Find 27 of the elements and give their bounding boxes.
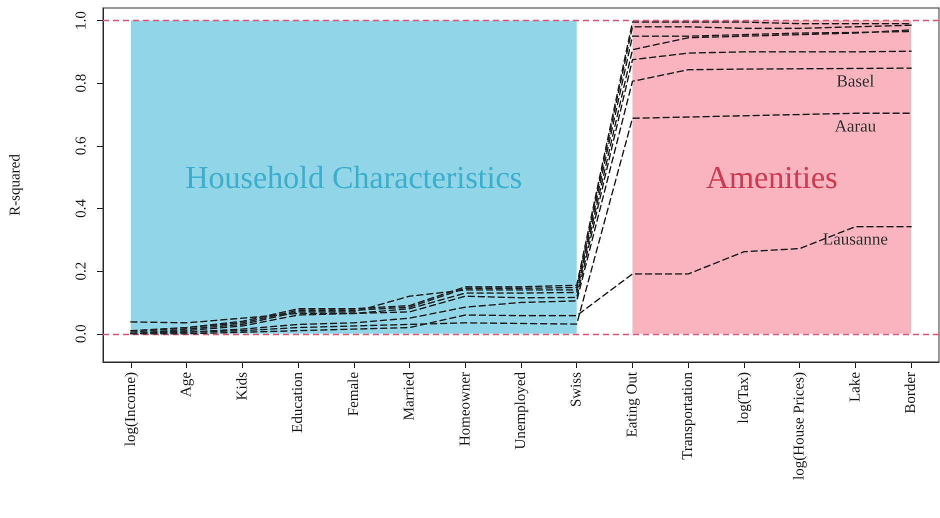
series-label: Lausanne: [822, 230, 888, 249]
x-tick-label: Kids: [234, 372, 250, 400]
y-tick-label: 1.0: [74, 11, 90, 30]
series-label: Aarau: [834, 116, 877, 136]
x-tick-label: Swiss: [568, 372, 585, 408]
x-tick-label: Eating Out: [624, 371, 640, 438]
y-tick-label: 0.2: [74, 262, 90, 281]
y-tick-label: 0.8: [74, 74, 90, 93]
series-label: Basel: [836, 71, 875, 90]
y-tick-label: 0.6: [74, 136, 90, 156]
band-label: Amenities: [706, 159, 838, 196]
y-axis-title: R-squared: [8, 154, 24, 216]
band-label: Household Characteristics: [185, 159, 522, 196]
x-tick-label: Education: [290, 372, 306, 433]
x-tick-label: Female: [346, 372, 362, 416]
y-tick-label: 0.4: [74, 198, 90, 218]
x-tick-label: Age: [178, 372, 195, 397]
x-tick-label: log(Tax): [736, 372, 752, 424]
x-tick-label: Homeowner: [457, 372, 474, 446]
x-tick-label: Transportation: [680, 372, 696, 460]
y-tick-label: 0.0: [74, 324, 90, 344]
x-tick-label: Border: [903, 372, 920, 414]
x-tick-label: log(Income): [122, 372, 139, 446]
x-tick-label: Lake: [847, 372, 864, 402]
x-tick-label: Unemployed: [513, 372, 529, 450]
x-tick-label: log(House Prices): [792, 372, 808, 480]
x-tick-label: Married: [402, 372, 418, 420]
